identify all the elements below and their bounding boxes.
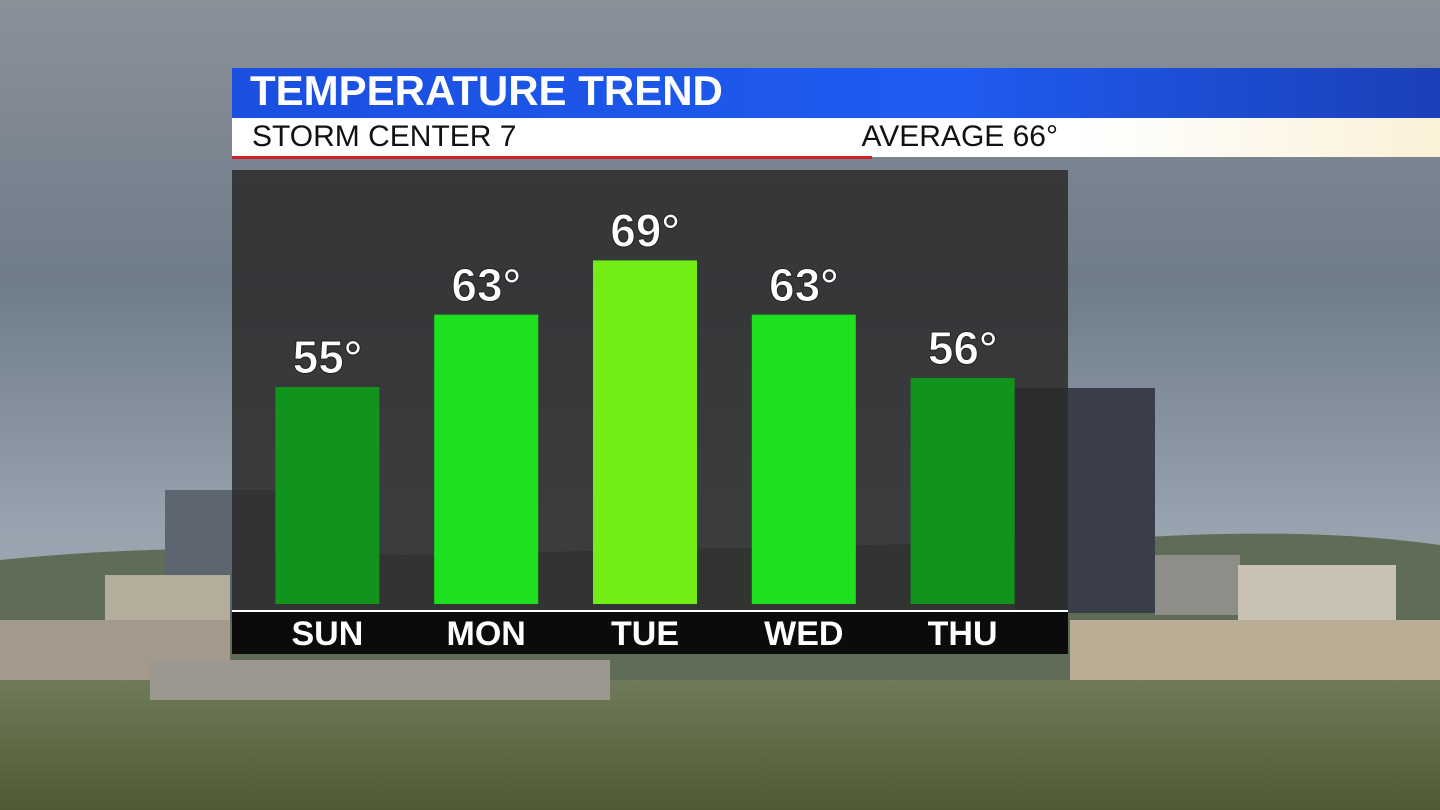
- building: [1238, 565, 1396, 623]
- value-label: 55°: [293, 331, 363, 383]
- x-tick-label: WED: [764, 615, 843, 653]
- bar: [593, 260, 697, 604]
- value-label: 63°: [769, 259, 839, 311]
- x-tick-label: MON: [447, 615, 526, 653]
- chart-title: TEMPERATURE TREND: [250, 67, 723, 114]
- bar: [751, 314, 856, 604]
- subtitle: STORM CENTER 7: [252, 120, 516, 153]
- annotation: AVERAGE 66°: [861, 120, 1058, 153]
- accent-line: [232, 156, 872, 159]
- trees: [0, 680, 1440, 810]
- value-label: 69°: [610, 205, 680, 257]
- building: [1070, 620, 1440, 680]
- x-tick-label: THU: [928, 615, 998, 653]
- subheader-bar: [232, 118, 1440, 157]
- bar: [275, 387, 380, 604]
- x-tick-label: SUN: [292, 615, 364, 653]
- building: [1155, 555, 1240, 615]
- building: [150, 660, 610, 700]
- category-strip: [232, 612, 1068, 654]
- header-bar: [232, 68, 1440, 118]
- bar: [434, 314, 539, 604]
- value-label: 63°: [451, 259, 521, 311]
- x-tick-label: TUE: [611, 615, 679, 653]
- bar: [910, 377, 1015, 604]
- value-label: 56°: [928, 322, 998, 374]
